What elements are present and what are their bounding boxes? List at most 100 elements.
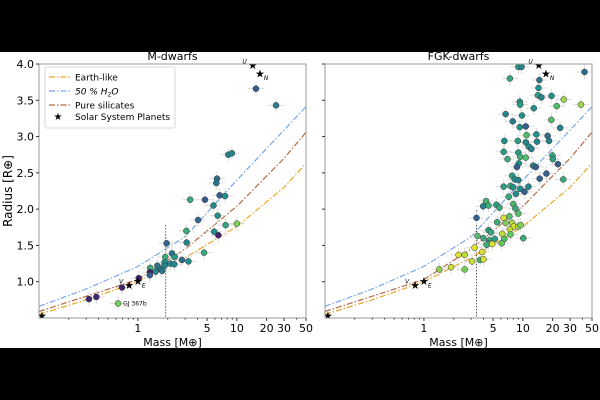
solar-system-star-icon: ★ <box>541 68 551 81</box>
planet-point <box>553 102 560 110</box>
planet-point <box>536 175 543 182</box>
planet-point <box>488 240 496 248</box>
planet-point <box>560 96 567 103</box>
planet-point <box>93 293 100 301</box>
planet-point <box>548 92 555 100</box>
planet-point <box>215 232 222 239</box>
axes-frame <box>38 63 307 319</box>
planet-point <box>216 192 223 199</box>
y-axis-label: Radius [R⊕] <box>1 155 15 227</box>
planet-point <box>436 266 443 273</box>
solar-system-label: V <box>119 278 124 285</box>
legend-label: Solar System Planets <box>75 113 170 123</box>
planet-point <box>509 118 516 125</box>
x-tick-label: 1 <box>420 322 427 335</box>
solar-system-star-icon: ★ <box>323 309 333 322</box>
planet-point <box>135 274 143 282</box>
planet-point <box>513 163 521 171</box>
planet-point <box>471 244 478 251</box>
curve-50-h2o <box>39 106 306 307</box>
solar-system-label: E <box>428 283 432 290</box>
x-axis-label: Mass [M⊕] <box>429 336 487 349</box>
planet-point <box>171 253 178 261</box>
legend-h2o-prefix: 50 % H <box>75 88 108 98</box>
planet-point <box>210 228 218 235</box>
legend-label: Earth-like <box>75 74 118 84</box>
planet-point <box>158 267 166 275</box>
solar-system-star-icon: ★ <box>124 279 134 292</box>
planet-point <box>222 221 229 229</box>
planet-point <box>502 219 509 227</box>
planet-point <box>183 239 190 246</box>
x-tick-label: 10 <box>230 322 244 335</box>
y-tick-label: 1.5 <box>17 239 35 252</box>
planet-point <box>85 295 93 303</box>
legend-label: Pure silicates <box>75 102 135 112</box>
planet-point <box>480 234 487 242</box>
y-tick-label: 3.5 <box>17 94 35 107</box>
solar-system-star-icon: ★ <box>255 68 265 81</box>
planet-point <box>515 176 522 184</box>
planet-point <box>114 300 122 307</box>
planet-point <box>178 256 186 264</box>
axes-frame <box>324 63 593 319</box>
planet-point <box>512 190 520 198</box>
planet-point <box>517 221 524 229</box>
planet-point <box>518 64 525 71</box>
planet-point <box>498 240 505 247</box>
y-tick-label: 3.0 <box>17 131 35 144</box>
solar-system-label: U <box>528 58 533 65</box>
x-tick-label: 1 <box>134 322 141 335</box>
planet-point <box>559 176 567 183</box>
planet-point <box>506 213 513 220</box>
solar-system-star-icon: ★ <box>419 275 429 288</box>
planet-point <box>461 251 468 259</box>
x-tick-label: 50 <box>585 322 599 335</box>
planet-point <box>171 261 178 268</box>
legend-star-icon: ★ <box>54 112 63 123</box>
planet-point <box>525 183 532 190</box>
planet-point <box>183 227 190 235</box>
planet-point <box>518 112 526 119</box>
planet-point <box>146 271 154 279</box>
solar-system-label: N <box>264 75 269 82</box>
legend-box <box>44 66 176 129</box>
planet-point <box>507 231 514 238</box>
planet-point <box>522 154 530 161</box>
planet-point <box>214 212 221 219</box>
x-tick-label: 30 <box>277 322 291 335</box>
curve-pure-silicates <box>325 131 592 313</box>
planet-point <box>512 205 519 212</box>
planet-point <box>186 196 194 203</box>
plot-area: ★★★★★ <box>39 64 306 318</box>
planet-point <box>523 131 530 139</box>
legend: Earth-like 50 % H2O Pure silicates ★ Solar S… <box>44 66 176 129</box>
curve-50-h2o <box>325 106 592 307</box>
solar-system-label: U <box>242 58 247 65</box>
planet-point <box>194 216 202 224</box>
planet-point <box>528 145 535 153</box>
y-tick-label: 2.5 <box>17 167 35 180</box>
x-tick-label: 50 <box>299 322 313 335</box>
planet-point <box>478 248 486 256</box>
plot-area: ★★★★★ <box>323 59 592 322</box>
planet-point <box>480 255 487 263</box>
y-tick-label: 2.0 <box>17 203 35 216</box>
solar-system-star-icon: ★ <box>534 59 544 72</box>
planet-point <box>496 204 503 211</box>
planet-point <box>201 196 209 203</box>
planet-point <box>515 210 522 217</box>
planet-point <box>530 105 538 112</box>
planet-point <box>522 139 530 146</box>
legend-h2o-sub: 2 <box>108 92 112 99</box>
planet-point <box>522 123 530 130</box>
planet-point <box>461 266 468 273</box>
planet-point <box>516 101 524 108</box>
planet-point <box>577 101 585 108</box>
planet-point <box>532 163 539 171</box>
planet-point <box>556 124 564 132</box>
planet-point <box>252 85 260 92</box>
